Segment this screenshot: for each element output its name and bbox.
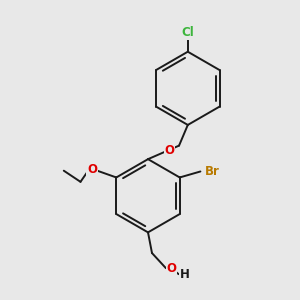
Text: Br: Br: [205, 165, 220, 178]
Text: O: O: [167, 262, 176, 275]
Text: H: H: [180, 268, 190, 281]
Text: Cl: Cl: [182, 26, 194, 39]
Text: O: O: [87, 164, 97, 176]
Text: O: O: [164, 144, 175, 157]
